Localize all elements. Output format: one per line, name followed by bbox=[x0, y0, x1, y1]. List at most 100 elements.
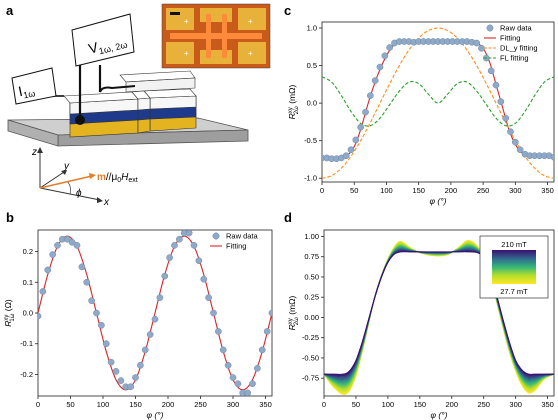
x-tick-label: 350 bbox=[541, 186, 554, 195]
y-tick-label: -0.5 bbox=[304, 136, 317, 145]
x-tick-label: 200 bbox=[446, 400, 459, 409]
data-point bbox=[98, 321, 105, 329]
y-tick-label: -0.2 bbox=[20, 370, 33, 379]
data-point bbox=[63, 235, 71, 243]
inset-mark: + bbox=[248, 49, 253, 58]
axis-z-label: z bbox=[31, 147, 37, 158]
data-point bbox=[511, 138, 519, 146]
data-point bbox=[376, 63, 384, 71]
x-tick-label: 200 bbox=[445, 186, 458, 195]
y-tick-label: 0.2 bbox=[23, 247, 33, 256]
data-point bbox=[347, 146, 355, 154]
inset-mark: + bbox=[184, 49, 189, 58]
x-tick-label: 0 bbox=[322, 400, 326, 409]
y-tick-label: -0.75 bbox=[302, 374, 319, 383]
data-point bbox=[38, 312, 42, 320]
axis-x-label: x bbox=[103, 197, 110, 208]
legend-label: Raw data bbox=[500, 24, 533, 33]
data-point bbox=[258, 346, 266, 354]
data-point bbox=[78, 263, 86, 271]
data-point bbox=[107, 358, 115, 366]
coordinate-axes: z y x ϕ m//μ0Hext bbox=[31, 147, 138, 208]
chart-b: 0 50 100 150 200 250 300 350 -0.2 -0.1 0.0 0.1 0.2 φ … bbox=[3, 229, 273, 420]
y-tick-label: 0.00 bbox=[304, 313, 319, 322]
data-point bbox=[357, 123, 365, 131]
data-point bbox=[352, 136, 360, 144]
x-tick-label: 250 bbox=[194, 400, 207, 409]
axis-y-arrow bbox=[39, 171, 65, 189]
x-tick-label: 0 bbox=[320, 186, 324, 195]
cross-center bbox=[131, 90, 151, 100]
axis-y-label: y bbox=[63, 161, 70, 172]
legend-marker bbox=[486, 24, 494, 32]
x-tick-label: 100 bbox=[382, 400, 395, 409]
m-field-label: m//μ0Hext bbox=[97, 172, 138, 184]
x-tick-label: 350 bbox=[259, 400, 272, 409]
data-point bbox=[215, 328, 222, 335]
series-line-fitting bbox=[38, 235, 272, 391]
y-tick-label: 0.0 bbox=[23, 309, 33, 318]
data-point bbox=[492, 81, 500, 89]
data-point bbox=[381, 52, 389, 60]
series-line-fl-fitting bbox=[322, 76, 554, 127]
data-point bbox=[93, 309, 100, 317]
legend-label: Fitting bbox=[226, 242, 246, 251]
data-point bbox=[83, 278, 91, 286]
inset-scale-bar bbox=[170, 12, 180, 15]
x-tick-label: 150 bbox=[129, 400, 142, 409]
data-point bbox=[229, 374, 237, 381]
arrow-head bbox=[61, 170, 67, 175]
m-vector bbox=[39, 175, 93, 189]
data-point bbox=[224, 361, 232, 369]
data-point bbox=[190, 242, 198, 249]
data-point bbox=[249, 380, 256, 388]
data-point bbox=[39, 288, 47, 295]
inset-channel bbox=[206, 14, 211, 58]
current-label: I1ω bbox=[17, 80, 36, 101]
x-axis-label: φ (°) bbox=[147, 410, 164, 420]
inset-channel bbox=[222, 14, 227, 58]
data-point bbox=[146, 331, 154, 338]
data-point bbox=[487, 67, 495, 75]
x-tick-label: 350 bbox=[541, 400, 554, 409]
data-point bbox=[550, 153, 554, 161]
data-point bbox=[151, 315, 159, 323]
colorbar-top-label: 210 mT bbox=[501, 240, 527, 249]
data-point bbox=[362, 108, 369, 116]
data-point bbox=[200, 275, 208, 283]
data-point bbox=[102, 340, 110, 348]
panel-b-letter: b bbox=[6, 210, 14, 225]
field-curve bbox=[324, 251, 554, 375]
y-tick-label: 0.75 bbox=[304, 252, 319, 261]
x-tick-label: 0 bbox=[36, 400, 40, 409]
phi-label: ϕ bbox=[76, 188, 82, 199]
arrow-head bbox=[89, 173, 96, 179]
y-tick-label: -0.50 bbox=[302, 353, 319, 362]
data-point bbox=[171, 242, 178, 249]
data-point bbox=[502, 114, 510, 122]
panel-a-letter: a bbox=[6, 3, 14, 18]
plot-frame bbox=[323, 229, 555, 397]
inset-pad bbox=[200, 8, 232, 22]
data-point bbox=[112, 368, 120, 375]
panel-a: a V bbox=[6, 3, 271, 208]
inset-pad bbox=[166, 8, 194, 30]
data-point bbox=[195, 257, 203, 265]
probe-contact bbox=[75, 115, 85, 125]
data-point bbox=[268, 309, 272, 317]
y-tick-label: 0.0 bbox=[307, 99, 317, 108]
data-point bbox=[254, 364, 261, 372]
arrow-head bbox=[37, 147, 43, 153]
y-tick-label: 1.00 bbox=[304, 232, 319, 241]
y-axis-label: Rxy2ω (mΩ) bbox=[287, 296, 300, 331]
inset-pad bbox=[238, 42, 266, 64]
data-point bbox=[166, 254, 173, 262]
x-tick-label: 250 bbox=[477, 186, 490, 195]
data-point bbox=[366, 92, 374, 99]
x-tick-label: 200 bbox=[162, 400, 175, 409]
inset-pad bbox=[238, 8, 266, 30]
data-point bbox=[117, 377, 125, 384]
data-point bbox=[371, 77, 379, 84]
data-point bbox=[244, 389, 251, 396]
